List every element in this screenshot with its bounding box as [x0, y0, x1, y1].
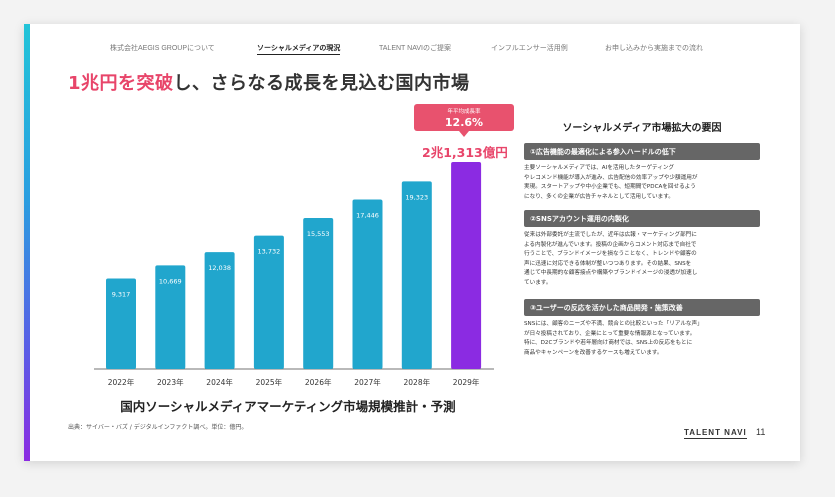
bar-value-label: 9,317	[112, 291, 131, 299]
top-navigation: 株式会社AEGIS GROUPについて ソーシャルメディアの現況 TALENT …	[24, 43, 800, 57]
cagr-label: 年平均成長率	[447, 109, 481, 115]
factor-body-1: 主要ソーシャルメディアでは、AIを活用したターゲティング やレコメンド機能が導入…	[524, 164, 760, 202]
factor-line: 通じて中長期的な顧客接点や構築やブランドイメージの浸透が加速し	[524, 270, 698, 277]
brand-logo: TALENT NAVI	[684, 428, 747, 439]
bar-2023年	[155, 265, 186, 369]
cagr-value: 12.6%	[444, 116, 484, 129]
factor-line: 主要ソーシャルメディアでは、AIを活用したターゲティング	[524, 165, 675, 171]
factor-line: 従来は外部委託が主流でしたが、近年は広報・マーケティング部門に	[524, 232, 697, 238]
x-tick-label: 2028年	[404, 377, 431, 387]
bar-value-label: 13,732	[258, 248, 281, 256]
bar-2026年	[303, 217, 334, 369]
factor-line: ています。	[524, 279, 552, 286]
factor-line: よる内製化が進んでいます。投稿の企画からコメント対応まで自社で	[524, 241, 697, 248]
bar-value-label: 15,553	[307, 230, 330, 238]
factor-header-2: ②SNSアカウント運用の内製化	[524, 210, 760, 227]
bar-value-label: 17,446	[356, 212, 379, 220]
nav-item-proposal[interactable]: TALENT NAVIのご提案	[379, 45, 451, 52]
bar-2027年	[352, 199, 383, 369]
nav-item-influencer-cases[interactable]: インフルエンサー活用例	[491, 45, 568, 52]
cagr-callout: 年平均成長率 12.6%	[414, 104, 514, 137]
bar-2025年	[253, 235, 284, 369]
factor-line: 商品やキャンペーンを改善するケースも増えています。	[524, 349, 663, 356]
factor-line: 声に迅速に対応できる体制が整いつつあります。その結果、SNSを	[524, 260, 692, 267]
bar-value-label: 12,038	[208, 264, 231, 272]
factor-line: 特に、D2Cブランドや若年層向け商材では、SNS上の反応をもとに	[524, 340, 693, 347]
bar-2022年	[106, 278, 136, 369]
factor-line: SNSには、顧客のニーズや不満、競合との比較といった「リアルな声」	[524, 321, 703, 327]
factors-title: ソーシャルメディア市場拡大の要因	[562, 123, 722, 134]
bar-2024年	[204, 252, 235, 369]
page-title-rest: し、さらなる成長を見込む国内市場	[173, 73, 470, 94]
factor-body-2: 従来は外部委託が主流でしたが、近年は広報・マーケティング部門に よる内製化が進ん…	[524, 231, 760, 289]
source-note: 出典：サイバー・バズ / デジタルインファクト調べ。単位：億円。	[68, 424, 248, 431]
x-tick-label: 2029年	[453, 377, 480, 387]
forecast-total-label: 2兆1,313億円	[422, 145, 508, 160]
factor-header-3: ③ユーザーの反応を活かした商品開発・施策改善	[524, 299, 760, 316]
market-size-chart: 9,317 2022年 10,669 2023年 12,038 2024年 13,732 20…	[94, 162, 494, 387]
bar-value-label: 19,323	[405, 193, 428, 201]
slide: 株式会社AEGIS GROUPについて ソーシャルメディアの現況 TALENT …	[24, 24, 800, 461]
x-tick-label: 2022年	[108, 377, 135, 387]
accent-bar	[24, 24, 30, 461]
x-tick-label: 2025年	[256, 377, 283, 387]
page-number: 11	[756, 427, 766, 437]
x-tick-label: 2023年	[157, 377, 184, 387]
nav-item-social-media-status[interactable]: ソーシャルメディアの現況	[257, 43, 341, 55]
bar-2029年	[451, 162, 482, 369]
factor-line: やレコメンド機能が導入が進み、広告配信の効率アップや少額運用が	[524, 174, 698, 181]
factor-line: 実現。スタートアップや中小企業でも、短期間でPDCAを回せるよう	[524, 184, 696, 191]
factor-line: になり、多くの企業が広告チャネルとして活用しています。	[524, 193, 674, 200]
x-tick-label: 2024年	[206, 377, 233, 387]
page-title: 1兆円を突破し、さらなる成長を見込む国内市場	[68, 69, 470, 95]
factor-line: が日々投稿されており、企業にとって重要な情報源となっています。	[524, 330, 696, 337]
page-title-highlight: 1兆円を突破	[68, 73, 174, 94]
factor-body-3: SNSには、顧客のニーズや不満、競合との比較といった「リアルな声」 が日々投稿さ…	[524, 320, 760, 358]
bar-value-label: 10,669	[159, 277, 182, 285]
nav-item-company[interactable]: 株式会社AEGIS GROUPについて	[110, 45, 215, 52]
x-tick-label: 2026年	[305, 377, 332, 387]
chart-title: 国内ソーシャルメディアマーケティング市場規模推計・予測	[120, 399, 456, 414]
nav-item-application-flow[interactable]: お申し込みから実施までの流れ	[605, 45, 703, 52]
factor-line: 行うことで、ブランドイメージを損なうことなく、トレンドや顧客の	[524, 251, 697, 258]
x-tick-label: 2027年	[354, 377, 381, 387]
bar-2028年	[401, 181, 432, 369]
factor-header-1: ①広告機能の最適化による参入ハードルの低下	[524, 143, 760, 160]
